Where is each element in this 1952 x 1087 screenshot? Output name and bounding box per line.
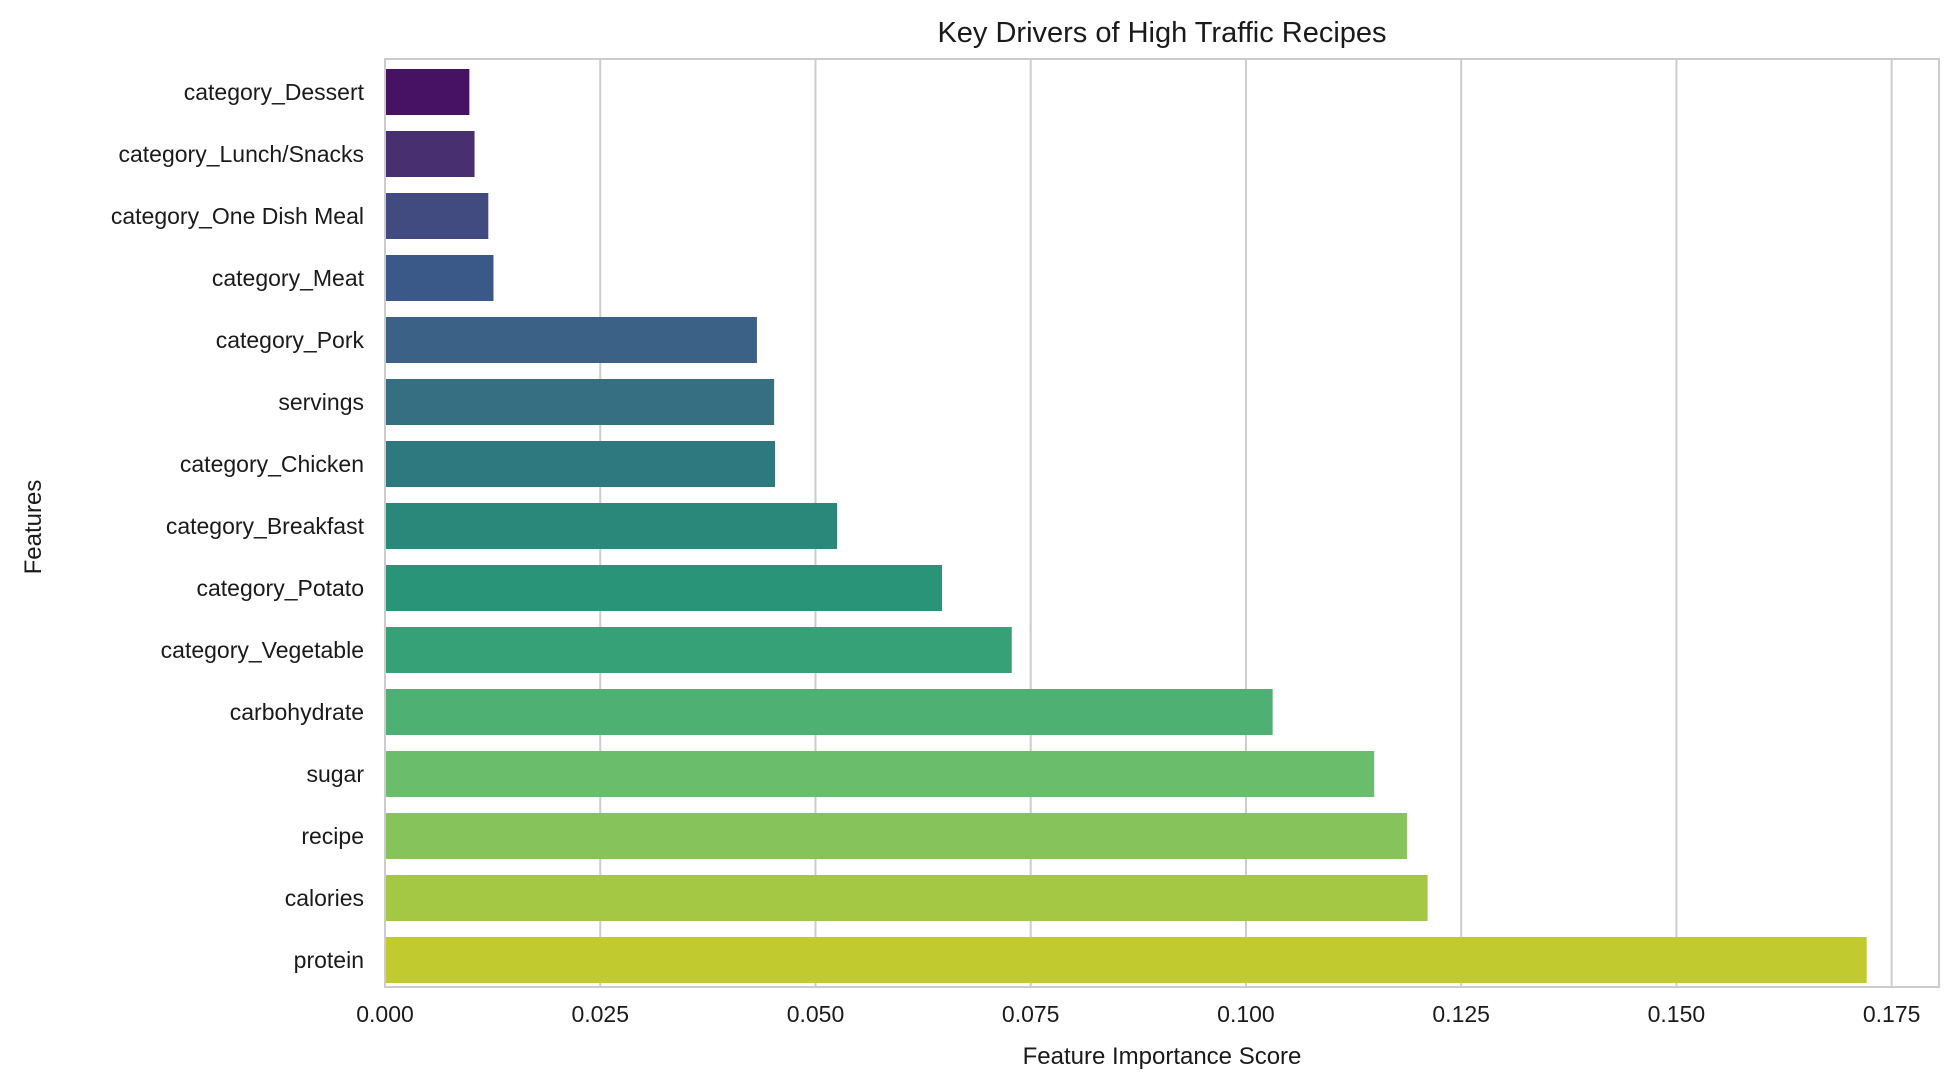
y-axis-label: Features — [20, 480, 47, 575]
bar — [385, 131, 475, 177]
y-tick-label: category_Dessert — [184, 79, 365, 105]
bar — [385, 503, 837, 549]
x-tick-label: 0.150 — [1648, 1001, 1706, 1027]
y-tick-label: category_Meat — [212, 265, 365, 291]
chart-title: Key Drivers of High Traffic Recipes — [937, 17, 1386, 49]
y-tick-label: category_Breakfast — [166, 513, 365, 539]
plot-frame — [384, 58, 1940, 988]
y-tick-labels: category_Dessert category_Lunch/Snackscat… — [111, 79, 365, 973]
bar — [385, 317, 757, 363]
y-tick-label: carbohydrate — [230, 699, 364, 725]
bar — [385, 937, 1867, 983]
bars — [385, 69, 1867, 983]
bar — [385, 875, 1428, 921]
bar — [385, 193, 489, 239]
y-tick-label: protein — [294, 947, 364, 973]
y-tick-label: servings — [278, 389, 364, 415]
y-tick-label: category_One Dish Meal — [111, 203, 364, 229]
x-tick-label: 0.125 — [1432, 1001, 1490, 1027]
y-tick-label: category_Lunch/Snacks — [119, 141, 365, 167]
y-tick-label: recipe — [301, 823, 364, 849]
bar — [385, 813, 1407, 859]
y-tick-label: sugar — [306, 761, 364, 787]
y-tick-label: category_Vegetable — [161, 637, 364, 663]
gridlines — [599, 59, 1893, 987]
x-tick-labels: 0.000 0.025 0.050 0.075 0.100 0.125 0.150 0.175 — [356, 1001, 1920, 1027]
bar — [385, 751, 1375, 797]
x-tick-label: 0.050 — [787, 1001, 845, 1027]
bar — [385, 441, 776, 487]
x-tick-label: 0.175 — [1863, 1001, 1921, 1027]
bar — [385, 255, 494, 301]
x-tick-label: 0.075 — [1002, 1001, 1060, 1027]
bar — [385, 689, 1273, 735]
y-tick-label: calories — [285, 885, 364, 911]
y-tick-label: category_Pork — [216, 327, 365, 353]
x-tick-label: 0.025 — [571, 1001, 629, 1027]
x-tick-label: 0.000 — [356, 1001, 414, 1027]
bar — [385, 379, 775, 425]
bar — [385, 69, 470, 115]
y-tick-label: category_Chicken — [180, 451, 364, 477]
x-tick-label: 0.100 — [1217, 1001, 1275, 1027]
x-axis-label: Feature Importance Score — [1023, 1043, 1302, 1070]
bar — [385, 565, 943, 611]
y-tick-label: category_Potato — [196, 575, 364, 601]
bar — [385, 627, 1012, 673]
